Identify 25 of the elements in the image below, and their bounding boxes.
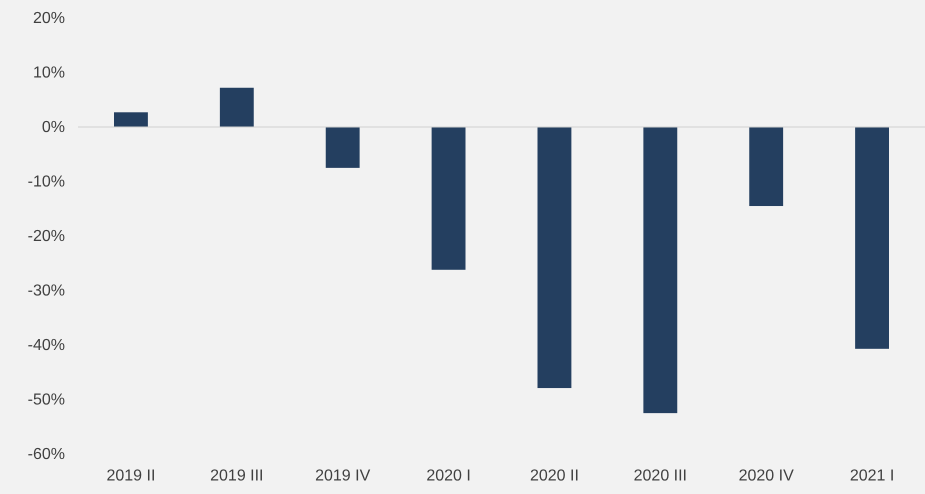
bar (855, 127, 889, 349)
x-tick-label: 2020 II (530, 467, 579, 484)
bar (643, 127, 678, 414)
y-tick-label: 10% (32, 64, 65, 82)
bar (114, 112, 148, 127)
y-tick-label: -30% (28, 282, 65, 300)
y-tick-label: -40% (28, 337, 65, 354)
x-tick-label: 2020 IV (738, 467, 794, 484)
bar (326, 127, 360, 168)
y-tick-label: -50% (28, 392, 65, 409)
x-tick-label: 2019 IV (315, 467, 371, 484)
bar (220, 88, 254, 127)
bar (537, 127, 572, 388)
x-tick-label: 2021 I (850, 467, 894, 484)
x-tick-label: 2019 II (106, 467, 156, 484)
y-tick-label: -60% (28, 446, 65, 464)
y-tick-label: -10% (28, 174, 65, 191)
y-tick-label: 0% (42, 119, 65, 136)
bar (749, 127, 784, 206)
x-tick-label: 2019 III (210, 467, 264, 484)
x-tick-label: 2020 I (426, 467, 471, 484)
y-tick-label: -20% (28, 228, 65, 246)
y-tick-label: 20% (32, 10, 65, 28)
x-tick-label: 2020 III (634, 467, 687, 484)
bar (432, 127, 466, 270)
